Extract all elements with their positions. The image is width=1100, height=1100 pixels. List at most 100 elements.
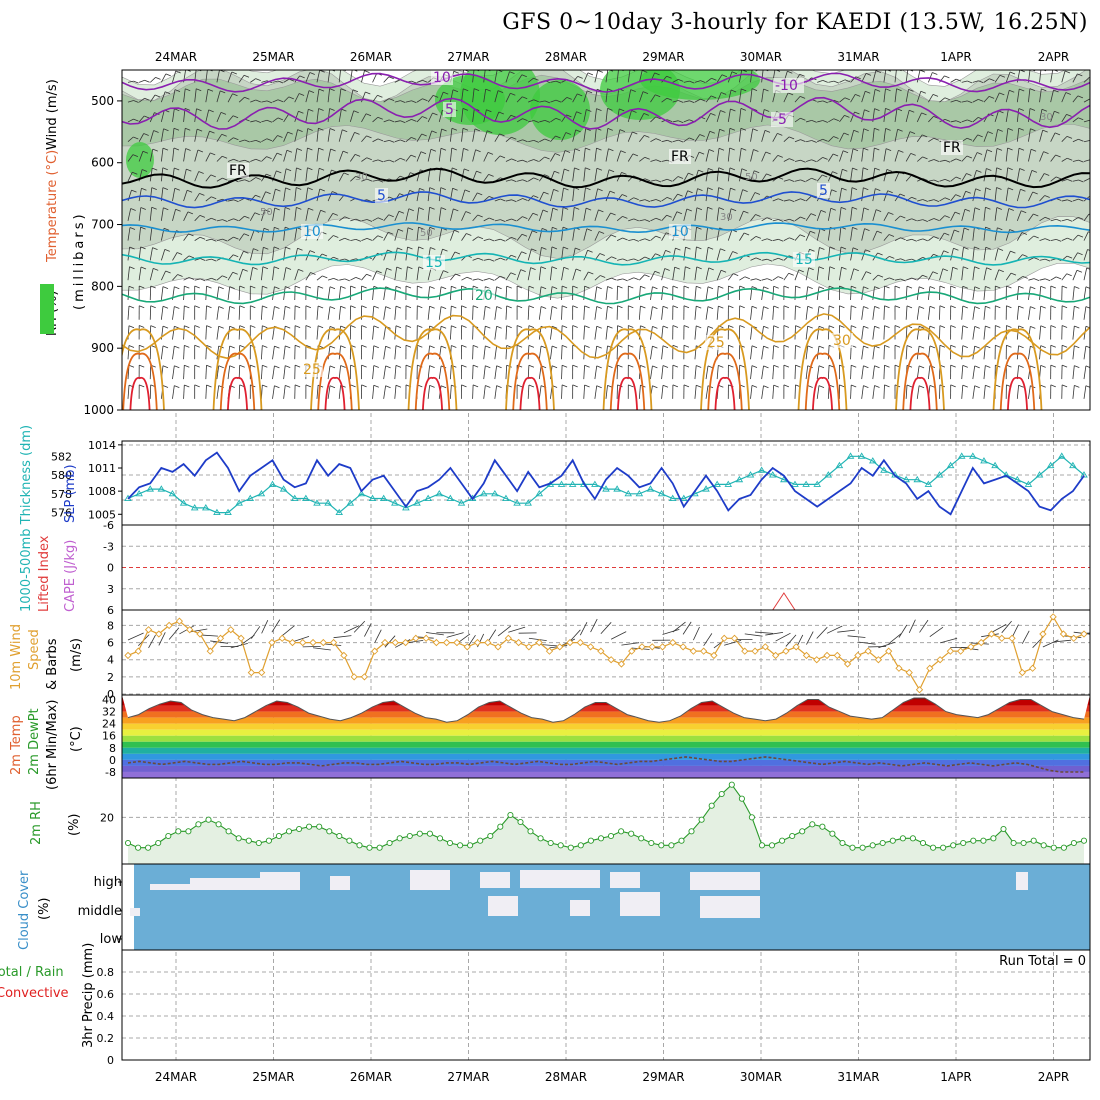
wind-barb-flag [551, 345, 558, 349]
wind-barb [405, 190, 410, 202]
wind-barb [883, 148, 887, 162]
wind-barb [650, 346, 653, 360]
wind-barb-flag [239, 364, 245, 368]
wind-barb-flag [608, 148, 614, 152]
wind-barb-flag [561, 285, 568, 289]
wind-barb [227, 218, 234, 222]
thickness-marker [290, 494, 299, 501]
thickness-marker [446, 494, 455, 501]
wind-barb-flag [544, 120, 551, 123]
wind-barb [327, 326, 331, 340]
wind-barb [483, 174, 489, 182]
wind10-barb [251, 626, 261, 639]
wind-barb-flag [361, 384, 367, 388]
wind10-label-3: & Barbs [45, 638, 60, 690]
wind-barb [372, 179, 379, 182]
wind-barb-flag [463, 88, 469, 92]
pressure-tick-label: 500 [91, 94, 114, 108]
wind-barb-flag [1033, 278, 1040, 281]
wind-barb-flag [440, 286, 447, 290]
wind-barb-flag [1022, 254, 1028, 257]
wind-barb [972, 385, 976, 399]
wind-barb [1083, 231, 1089, 241]
wind-barb-flag [877, 274, 884, 278]
wind-barb [449, 89, 454, 103]
wind-barb [461, 88, 464, 103]
wind-barb-flag [174, 108, 180, 112]
wind-barb [383, 140, 390, 143]
wind-barb [705, 113, 711, 123]
wind-barb [817, 138, 823, 143]
wind-barb-flag [474, 128, 481, 132]
wind-barb [972, 99, 979, 103]
wind-barb [639, 199, 646, 202]
wind-barb-flag [897, 128, 903, 132]
wind-barb-flag [863, 207, 869, 211]
wind-barb [172, 188, 176, 202]
wind-barb-flag [1078, 198, 1084, 202]
wind-barb-flag [552, 226, 558, 230]
rh-marker [879, 839, 886, 847]
wind-barb [172, 365, 175, 380]
rh-marker [477, 837, 484, 844]
wind-barb [661, 139, 668, 143]
wind-barb-flag [607, 325, 613, 329]
wind-barb [661, 365, 664, 380]
wind-barb-flag [1050, 305, 1056, 309]
wind-barb-flag [398, 210, 405, 214]
wind-barb [983, 286, 986, 301]
wind-barb-flag [721, 92, 727, 95]
wind-barb [249, 230, 255, 241]
wind-barb-flag [452, 187, 458, 191]
warm-cell-contour [804, 352, 841, 410]
wind-barb [194, 171, 200, 182]
wind-barb-flag [244, 179, 250, 183]
wind-barb-flag [1008, 208, 1014, 211]
wind-barb-flag [432, 95, 439, 98]
wind-barb-flag [1010, 272, 1017, 276]
isotherm-label-bg [773, 78, 804, 93]
wind10-marker [1080, 630, 1088, 638]
wind-barb-flag [967, 100, 973, 104]
wind-barb [1072, 179, 1079, 182]
isotherm-label: 10 [671, 224, 689, 240]
wind-barb [672, 139, 679, 143]
wind-barb-flag [633, 239, 639, 242]
wind-barb-flag [440, 207, 447, 210]
wind-barb [405, 266, 408, 281]
wind-barb-flag [751, 345, 758, 349]
wind-barb-flag [139, 305, 145, 309]
wind-barb [594, 148, 597, 162]
wind10-marker [813, 656, 821, 664]
wind-barb-flag [874, 306, 880, 309]
rh-marker [1000, 825, 1007, 833]
wind-barb [794, 96, 801, 103]
thickness-marker [957, 452, 966, 459]
wind-barb-flag [628, 305, 634, 309]
wind10-marker [1039, 630, 1047, 638]
wind-barb [1061, 199, 1068, 202]
wind-barb [550, 286, 553, 301]
wind-barb-flag [561, 364, 568, 368]
wind-barb [672, 211, 678, 222]
wind-barb-flag [139, 364, 145, 368]
rh-marker [507, 811, 514, 819]
wind-barb [238, 325, 241, 340]
wind-barb-flag [617, 344, 623, 348]
wind-barb-flag [719, 128, 725, 132]
wind-barb [605, 128, 609, 142]
wind-barb [650, 271, 656, 281]
wind-barb [272, 189, 276, 202]
wind-barb [816, 385, 820, 399]
wind-barb [794, 269, 800, 281]
wind-barb-flag [974, 266, 980, 270]
wind-barb [750, 128, 754, 142]
wind-barb-flag [489, 217, 495, 221]
wind-barb-flag [789, 179, 795, 182]
wind-barb [828, 80, 834, 83]
wind-barb [594, 70, 599, 83]
thickness-marker [502, 494, 510, 501]
wind-barb-flag [807, 345, 813, 349]
wind-barb-flag [442, 248, 448, 252]
wind-barb-flag [863, 345, 869, 349]
